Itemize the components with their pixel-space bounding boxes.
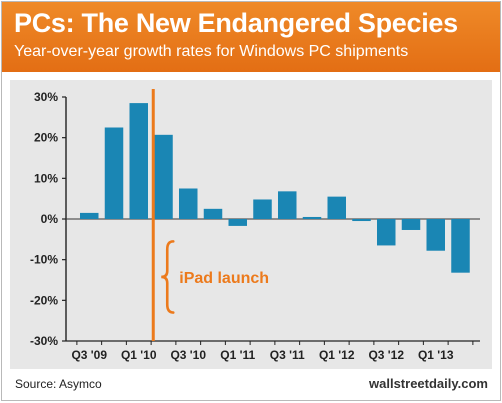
- bar: [278, 191, 297, 219]
- bar: [302, 216, 322, 219]
- y-tick-label: 30%: [34, 90, 58, 104]
- bar: [327, 196, 346, 219]
- x-tick-label: Q1 '12: [319, 348, 355, 362]
- annotation-brace: [161, 240, 175, 314]
- chart-subtitle: Year-over-year growth rates for Windows …: [14, 43, 409, 60]
- bar: [426, 219, 445, 251]
- y-tick-label: 0%: [41, 212, 59, 226]
- bar: [451, 219, 470, 273]
- x-tick-label: Q1 '13: [418, 348, 454, 362]
- footer: Source: Asymco wallstreetdaily.com: [2, 369, 500, 400]
- y-tick-label: 20%: [34, 131, 58, 145]
- bar: [377, 219, 396, 246]
- header-banner: PCs: The New Endangered Species Year-ove…: [2, 2, 500, 72]
- x-tick-label: Q3 '12: [368, 348, 404, 362]
- bar: [129, 103, 148, 219]
- y-tick-label: -10%: [30, 253, 58, 267]
- bar: [179, 188, 198, 219]
- y-tick-label: -30%: [30, 334, 58, 348]
- y-tick-label: 10%: [34, 171, 58, 185]
- x-tick-label: Q1 '11: [220, 348, 255, 362]
- y-tick-label: -20%: [30, 293, 58, 307]
- x-tick-label: Q3 '09: [71, 348, 107, 362]
- ipad-launch-label: iPad launch: [179, 270, 269, 287]
- brand-logo-text: wallstreetdaily.com: [369, 376, 488, 391]
- x-tick-label: Q3 '10: [170, 348, 206, 362]
- chart-title: PCs: The New Endangered Species: [14, 8, 458, 38]
- x-tick-label: Q1 '10: [121, 348, 157, 362]
- bar: [203, 208, 223, 219]
- plot-panel: 30% 20% 10% 0% -10% -20% -30% Q3 '09 Q1 '10 Q3 '1…: [10, 80, 492, 369]
- bar: [228, 219, 247, 226]
- bar: [253, 199, 272, 219]
- bar-chart: 30% 20% 10% 0% -10% -20% -30% Q3 '09 Q1 '10 Q3 '1…: [30, 89, 480, 362]
- bar: [401, 219, 421, 230]
- bar: [80, 212, 99, 219]
- bar: [154, 134, 173, 219]
- x-tick-label: Q3 '11: [270, 348, 305, 362]
- bar: [104, 127, 124, 219]
- source-note: Source: Asymco: [15, 377, 102, 391]
- bar: [352, 219, 371, 222]
